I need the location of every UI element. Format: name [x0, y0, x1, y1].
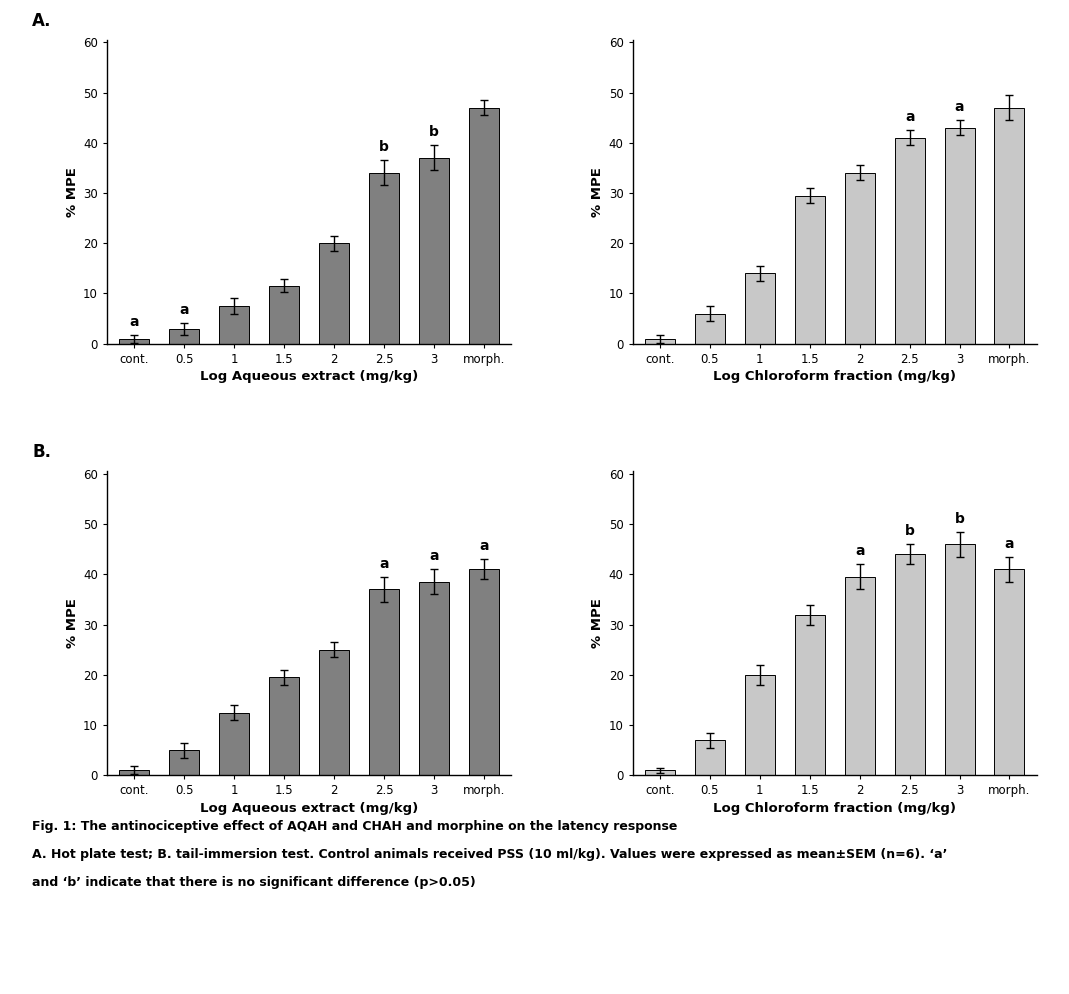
X-axis label: Log Chloroform fraction (mg/kg): Log Chloroform fraction (mg/kg): [713, 801, 957, 814]
Text: b: b: [379, 140, 389, 154]
Bar: [169, 750, 199, 775]
Text: b: b: [955, 512, 964, 526]
Text: A.: A.: [32, 12, 51, 30]
Bar: [169, 329, 199, 344]
Text: and ‘b’ indicate that there is no significant difference (p>0.05): and ‘b’ indicate that there is no signif…: [32, 876, 476, 889]
Bar: [369, 589, 399, 775]
Bar: [695, 741, 725, 775]
Bar: [469, 570, 499, 775]
Bar: [469, 107, 499, 344]
Bar: [120, 339, 150, 344]
X-axis label: Log Aqueous extract (mg/kg): Log Aqueous extract (mg/kg): [200, 370, 418, 383]
Text: b: b: [904, 524, 915, 538]
Text: a: a: [855, 545, 865, 559]
Text: B.: B.: [32, 443, 51, 461]
Bar: [219, 713, 249, 775]
Bar: [219, 306, 249, 344]
Y-axis label: % MPE: % MPE: [591, 598, 604, 648]
Bar: [745, 273, 775, 344]
Text: a: a: [429, 550, 438, 564]
Bar: [845, 577, 874, 775]
Bar: [419, 581, 449, 775]
Bar: [319, 244, 348, 344]
Text: a: a: [479, 540, 489, 554]
Bar: [895, 138, 925, 344]
Y-axis label: % MPE: % MPE: [66, 167, 79, 217]
Bar: [795, 196, 825, 344]
Text: a: a: [180, 302, 189, 316]
Text: a: a: [1005, 537, 1014, 551]
Bar: [269, 286, 299, 344]
Text: Fig. 1: The antinociceptive effect of AQAH and CHAH and morphine on the latency : Fig. 1: The antinociceptive effect of AQ…: [32, 820, 678, 833]
Bar: [745, 675, 775, 775]
Text: A. Hot plate test; B. tail-immersion test. Control animals received PSS (10 ml/k: A. Hot plate test; B. tail-immersion tes…: [32, 848, 947, 861]
Bar: [369, 173, 399, 344]
Text: b: b: [429, 125, 438, 139]
Bar: [120, 770, 150, 775]
Bar: [795, 614, 825, 775]
Text: a: a: [955, 100, 964, 114]
Bar: [645, 770, 675, 775]
Text: a: a: [379, 557, 389, 571]
X-axis label: Log Aqueous extract (mg/kg): Log Aqueous extract (mg/kg): [200, 801, 418, 814]
X-axis label: Log Chloroform fraction (mg/kg): Log Chloroform fraction (mg/kg): [713, 370, 957, 383]
Bar: [994, 570, 1024, 775]
Bar: [695, 313, 725, 344]
Bar: [994, 107, 1024, 344]
Y-axis label: % MPE: % MPE: [66, 598, 79, 648]
Bar: [945, 127, 975, 344]
Text: a: a: [904, 110, 914, 124]
Bar: [945, 545, 975, 775]
Bar: [319, 650, 348, 775]
Bar: [895, 555, 925, 775]
Y-axis label: % MPE: % MPE: [591, 167, 604, 217]
Text: a: a: [129, 315, 139, 329]
Bar: [845, 173, 874, 344]
Bar: [419, 158, 449, 344]
Bar: [269, 677, 299, 775]
Bar: [645, 339, 675, 344]
